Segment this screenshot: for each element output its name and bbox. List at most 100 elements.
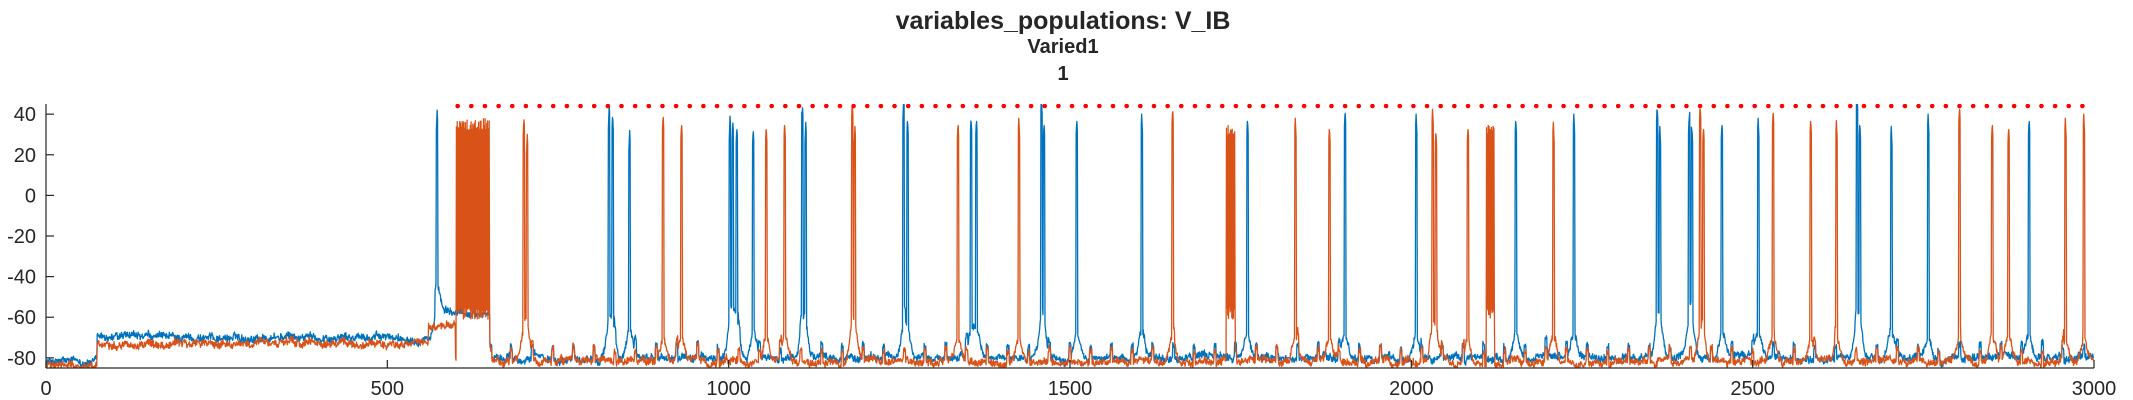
spike-marker	[1110, 104, 1116, 109]
x-tick-label: 3000	[2072, 378, 2117, 400]
spike-marker	[469, 104, 474, 109]
spike-marker	[974, 104, 979, 109]
spike-marker	[1656, 104, 1662, 109]
spike-marker	[1192, 104, 1198, 109]
plot-area	[46, 104, 2094, 368]
y-tick-label: -60	[7, 307, 36, 329]
spike-marker	[1970, 104, 1976, 109]
spike-marker	[1247, 104, 1252, 109]
spike-marker	[1370, 104, 1375, 109]
spike-marker	[1506, 104, 1512, 109]
spike-marker	[755, 104, 761, 109]
spike-marker	[482, 104, 488, 109]
chart-subtitle-2: 1	[1057, 63, 1068, 85]
spike-marker	[1288, 104, 1293, 109]
spike-marker	[578, 104, 583, 109]
spike-marker	[1943, 104, 1949, 109]
spike-marker-group	[455, 104, 2085, 109]
spike-marker	[1793, 104, 1798, 109]
spike-marker	[1779, 104, 1785, 109]
chart-subtitle-1: Varied1	[1027, 36, 1098, 58]
spike-marker	[1643, 104, 1648, 109]
spike-marker	[783, 104, 788, 109]
spike-marker	[960, 104, 966, 109]
spike-marker	[1301, 104, 1307, 109]
spike-marker	[1452, 104, 1457, 109]
y-tick-label: 20	[14, 145, 36, 167]
spike-marker	[646, 104, 652, 109]
spike-marker	[2039, 104, 2044, 109]
spike-marker	[1875, 104, 1880, 109]
spike-marker	[1056, 104, 1061, 109]
spike-marker	[1206, 104, 1211, 109]
spike-marker	[1001, 104, 1007, 109]
axes: 0 500 1000 1500 2000 2500 3000 40 20 0 -20 -40 -60 -…	[7, 104, 2116, 400]
spike-marker	[1670, 104, 1676, 109]
spike-marker	[810, 104, 815, 109]
spike-marker	[987, 104, 993, 109]
y-tick-label: -40	[7, 267, 36, 289]
x-axis-ticks: 0 500 1000 1500 2000 2500 3000	[40, 360, 2116, 400]
spike-marker	[687, 104, 693, 109]
spike-marker	[1151, 104, 1157, 109]
spike-marker	[1411, 104, 1416, 109]
spike-marker	[1629, 104, 1635, 109]
spike-marker	[878, 104, 884, 109]
spike-marker	[1042, 104, 1048, 109]
spike-marker	[1315, 104, 1321, 109]
spike-marker	[837, 104, 843, 109]
spike-marker	[1219, 104, 1225, 109]
spike-marker	[851, 104, 856, 109]
spike-marker	[1902, 104, 1908, 109]
spike-marker	[1124, 104, 1129, 109]
spike-marker	[591, 104, 597, 109]
spike-marker	[2025, 104, 2031, 109]
spike-marker	[905, 104, 911, 109]
spike-marker	[1069, 104, 1075, 109]
spike-marker	[946, 104, 952, 109]
spike-marker	[2052, 104, 2058, 109]
spike-marker	[1615, 104, 1621, 109]
spike-marker	[1028, 104, 1034, 109]
spike-marker	[933, 104, 938, 109]
spike-marker	[523, 104, 529, 109]
spike-marker	[1984, 104, 1990, 109]
spike-marker	[2066, 104, 2072, 109]
spike-marker	[1847, 104, 1853, 109]
series-line-2	[46, 105, 2094, 368]
spike-marker	[1574, 104, 1580, 109]
spike-marker	[742, 104, 747, 109]
spike-marker	[1602, 104, 1607, 109]
spike-marker	[1178, 104, 1184, 109]
x-tick-label: 500	[371, 378, 404, 400]
spike-marker	[1807, 104, 1812, 109]
spike-marker	[1738, 104, 1744, 109]
spike-marker	[1916, 104, 1921, 109]
y-tick-label: 40	[14, 104, 36, 126]
spike-marker	[1233, 104, 1239, 109]
spike-marker	[1725, 104, 1730, 109]
spike-marker	[1015, 104, 1020, 109]
spike-marker	[1684, 104, 1689, 109]
spike-marker	[1752, 104, 1758, 109]
spike-marker	[823, 104, 829, 109]
spike-marker	[537, 104, 542, 109]
y-tick-label: 0	[25, 185, 36, 207]
spike-marker	[728, 104, 734, 109]
spike-marker	[714, 104, 720, 109]
spike-marker	[701, 104, 706, 109]
chart-title: variables_populations: V_IB	[896, 7, 1231, 35]
spike-marker	[1465, 104, 1471, 109]
spike-marker	[1083, 104, 1089, 109]
spike-marker	[1820, 104, 1826, 109]
spike-marker	[1356, 104, 1362, 109]
spike-marker	[1274, 104, 1280, 109]
y-tick-label: -80	[7, 348, 36, 370]
spike-marker	[605, 104, 611, 109]
spike-marker	[1588, 104, 1594, 109]
x-tick-label: 2000	[1389, 378, 1434, 400]
spike-marker	[509, 104, 515, 109]
spike-marker	[919, 104, 925, 109]
